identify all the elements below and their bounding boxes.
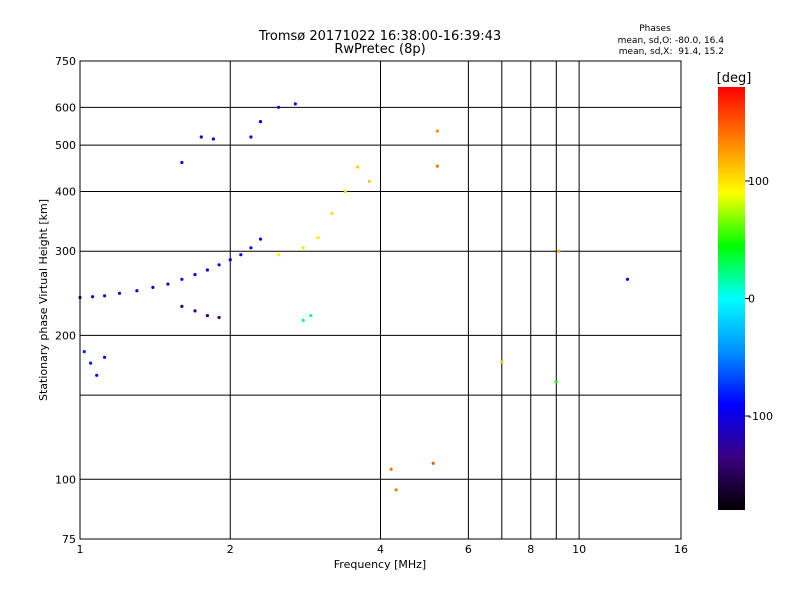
data-point	[228, 258, 232, 262]
data-point	[394, 488, 398, 492]
data-point	[277, 253, 281, 257]
data-point	[180, 277, 184, 281]
data-point	[500, 360, 504, 364]
data-point	[135, 289, 139, 293]
data-point	[239, 253, 243, 257]
data-point	[389, 467, 393, 471]
y-tick-label: 500	[55, 139, 76, 152]
x-tick-label: 6	[465, 543, 472, 556]
data-point	[249, 135, 253, 139]
data-point	[95, 373, 99, 377]
data-point	[301, 318, 305, 322]
data-point	[435, 164, 439, 168]
x-tick-label: 16	[674, 543, 688, 556]
data-point	[625, 277, 630, 281]
data-point	[258, 120, 263, 124]
data-point	[431, 461, 435, 465]
y-tick-labels: 75 100 200 300 400 500 600 750	[55, 55, 76, 546]
colorbar-label: [deg]	[717, 71, 752, 86]
data-point	[89, 361, 93, 365]
x-tick-label: 2	[227, 543, 234, 556]
data-point	[193, 273, 197, 277]
x-tick-label: 10	[572, 543, 586, 556]
data-point	[301, 246, 305, 250]
data-point	[91, 295, 95, 299]
y-tick-label: 100	[55, 473, 76, 486]
colorbar-tick-label: 0	[748, 293, 755, 306]
data-point	[217, 263, 221, 267]
plot-frame	[79, 60, 682, 540]
data-points	[78, 102, 630, 492]
stats-line-o: mean, sd,O: -80.0, 16.4	[618, 36, 725, 46]
x-tick-label: 8	[527, 543, 534, 556]
data-point	[277, 105, 281, 109]
data-point	[180, 160, 184, 165]
data-point	[309, 314, 313, 318]
data-point	[258, 237, 263, 241]
colorbar-tick-label: 100	[748, 175, 769, 188]
x-tick-label: 1	[77, 543, 84, 556]
data-point	[356, 165, 360, 169]
data-point	[293, 102, 297, 106]
colorbar	[718, 87, 745, 510]
data-point	[166, 282, 170, 286]
data-point	[103, 355, 107, 359]
stats-line-x: mean, sd,X: 91.4, 15.2	[619, 47, 724, 57]
data-point	[557, 249, 561, 253]
y-tick-label: 75	[62, 533, 76, 546]
y-tick-label: 750	[55, 55, 76, 68]
data-point	[330, 211, 334, 215]
data-point	[199, 135, 203, 139]
data-point	[249, 246, 253, 250]
data-point	[316, 236, 320, 240]
y-tick-label: 400	[55, 185, 76, 198]
x-tick-label: 4	[377, 543, 384, 556]
colorbar-tick-label: -100	[748, 410, 773, 423]
y-axis-label: Stationary phase Virtual Height [km]	[37, 199, 50, 401]
data-point	[117, 291, 122, 295]
data-point	[205, 314, 209, 318]
y-tick-label: 300	[55, 245, 76, 258]
data-point	[343, 189, 347, 194]
data-point	[217, 315, 221, 320]
data-point	[205, 268, 209, 272]
data-point	[367, 179, 371, 183]
data-point	[180, 304, 184, 308]
stats-title: Phases	[639, 24, 671, 34]
grid-lines	[80, 61, 681, 539]
data-point	[193, 309, 197, 313]
data-point	[554, 380, 558, 384]
y-tick-label: 200	[55, 329, 76, 342]
x-tick-labels: 1 2 4 6 8 10 16	[77, 543, 689, 556]
data-point	[103, 294, 107, 298]
data-point	[211, 137, 215, 141]
colorbar-ticks: 100 0 -100	[745, 175, 773, 423]
y-tick-label: 600	[55, 101, 76, 114]
chart-title: Tromsø 20171022 16:38:00-16:39:43	[258, 29, 501, 44]
data-point	[82, 350, 86, 354]
data-point	[435, 129, 439, 133]
data-point	[151, 285, 155, 289]
x-axis-label: Frequency [MHz]	[334, 558, 426, 571]
chart-subtitle: RwPretec (8p)	[334, 42, 425, 57]
